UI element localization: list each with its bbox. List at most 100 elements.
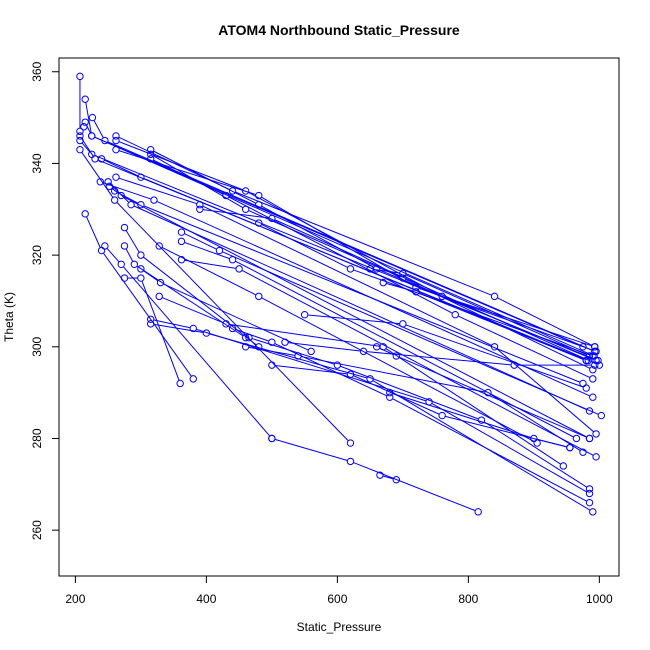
series-line-segment (497, 297, 593, 346)
data-point (585, 485, 594, 493)
series-line-segment (536, 438, 567, 448)
data-point (559, 462, 568, 470)
data-point (474, 508, 482, 516)
data-point (137, 200, 145, 209)
data-point (117, 260, 125, 268)
series-points (76, 72, 606, 516)
data-point (235, 265, 243, 273)
plot-frame (58, 57, 620, 577)
series-line-segment (490, 393, 581, 451)
x-tick-label: 800 (458, 592, 478, 606)
data-point (597, 411, 606, 420)
series-line-segment (222, 251, 599, 415)
series-line-segment (161, 297, 224, 324)
series-line-segment (143, 205, 581, 383)
series-line-segment (382, 475, 394, 480)
x-tick-label: 600 (327, 592, 347, 606)
data-point (120, 223, 129, 232)
data-point (105, 182, 114, 191)
series-line-segment (235, 329, 270, 342)
data-point (189, 375, 197, 383)
data-point (585, 489, 594, 498)
data-point (592, 430, 600, 438)
data-point (425, 398, 433, 406)
data-point (589, 393, 597, 401)
series-line-segment (261, 224, 348, 268)
data-point (88, 132, 96, 140)
data-point (112, 173, 120, 181)
series-line-segment (274, 438, 348, 461)
data-point (372, 343, 381, 351)
series-line-segment (229, 323, 381, 347)
data-point (177, 255, 186, 264)
data-point (585, 498, 594, 507)
data-point (589, 366, 597, 374)
data-point (137, 251, 145, 259)
series-line-segment (248, 192, 440, 296)
data-point (255, 343, 263, 351)
data-point (196, 205, 204, 213)
series-line-segment (86, 216, 101, 248)
data-point (572, 434, 581, 443)
data-point (510, 361, 518, 369)
series-line-segment (235, 191, 492, 296)
data-point (346, 439, 355, 447)
data-point (595, 361, 604, 369)
data-point (255, 191, 263, 200)
series-line-segment (141, 280, 180, 381)
series-line-segment (125, 248, 134, 262)
data-point (137, 274, 145, 282)
series-line-segment (184, 233, 217, 250)
data-point (156, 278, 165, 287)
data-point (294, 352, 302, 360)
data-point (222, 320, 230, 328)
data-point (130, 260, 139, 268)
series-line-segment (301, 356, 485, 393)
data-point (88, 113, 97, 122)
data-point (146, 315, 155, 323)
data-point (591, 343, 599, 351)
y-tick-label: 340 (30, 153, 44, 173)
data-point (399, 269, 407, 278)
data-point (386, 388, 394, 397)
data-point (80, 123, 88, 131)
series-line-segment (340, 365, 479, 420)
series-line-segment (274, 365, 348, 375)
series-line-segment (385, 348, 561, 465)
data-point (484, 388, 492, 397)
series-line-segment (122, 266, 271, 437)
data-point (438, 292, 446, 301)
data-point (268, 338, 276, 346)
data-point (137, 173, 145, 181)
data-point (241, 333, 250, 342)
y-tick-label: 360 (30, 61, 44, 81)
chart-title: ATOM4 Northbound Static_Pressure (218, 22, 460, 38)
data-point (307, 347, 315, 356)
series-line-segment (81, 142, 91, 153)
data-point (222, 191, 230, 200)
data-point (255, 292, 263, 301)
data-point (379, 278, 387, 287)
series-line-segment (261, 297, 535, 443)
data-point (477, 416, 486, 424)
series-line-segment (483, 421, 588, 488)
y-tick-label: 280 (30, 428, 44, 448)
data-point (268, 361, 276, 369)
data-point (582, 356, 590, 365)
data-point (127, 200, 135, 209)
y-tick-label: 320 (30, 245, 44, 265)
series-line-segment (161, 246, 257, 296)
data-point (146, 155, 155, 163)
series-line-segment (353, 462, 476, 512)
data-point (76, 136, 84, 145)
series-line-segment (379, 347, 394, 356)
data-point (366, 375, 374, 383)
data-point (112, 132, 120, 140)
data-point (591, 361, 599, 369)
data-point (101, 242, 109, 250)
data-point (490, 343, 499, 351)
data-point (97, 155, 106, 163)
x-tick-label: 400 (196, 592, 216, 606)
series-line-segment (116, 202, 349, 442)
